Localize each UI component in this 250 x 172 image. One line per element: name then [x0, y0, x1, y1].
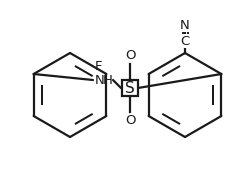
Text: N: N [180, 19, 190, 31]
Text: O: O [125, 115, 135, 127]
Text: F: F [94, 60, 102, 73]
Text: C: C [180, 35, 190, 47]
Text: S: S [125, 80, 135, 95]
FancyBboxPatch shape [122, 80, 138, 96]
Text: H: H [103, 73, 113, 87]
Text: O: O [125, 49, 135, 62]
Text: N: N [95, 73, 105, 87]
